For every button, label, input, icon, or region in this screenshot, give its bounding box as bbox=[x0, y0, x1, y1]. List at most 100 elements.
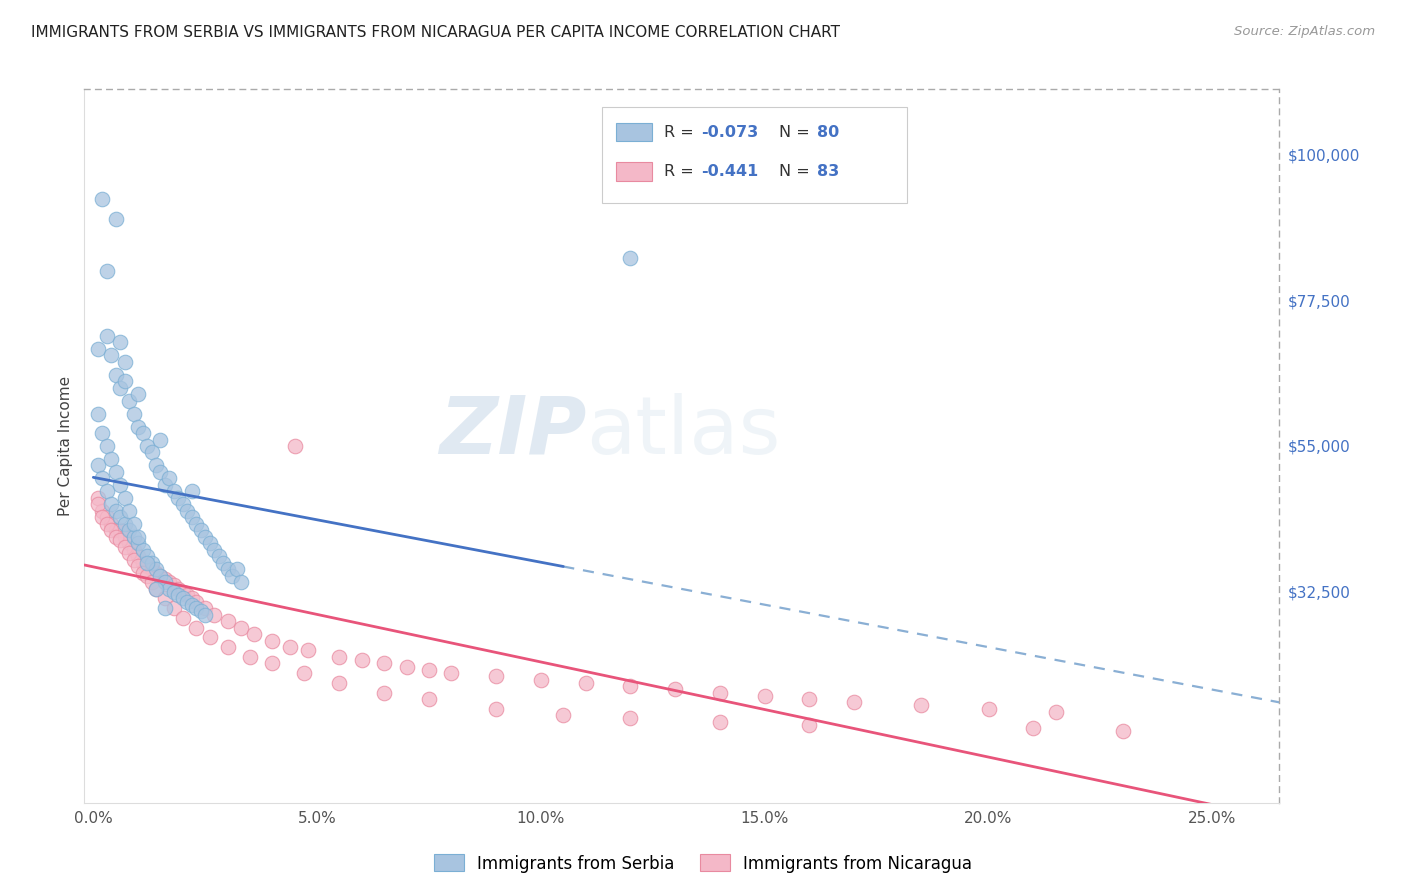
Point bbox=[172, 497, 194, 511]
Point bbox=[104, 504, 127, 518]
Point bbox=[122, 552, 145, 566]
Point bbox=[198, 631, 221, 645]
Text: N =: N = bbox=[779, 164, 814, 178]
Point bbox=[131, 556, 153, 570]
Point bbox=[799, 718, 821, 732]
Point bbox=[373, 657, 395, 671]
Point bbox=[225, 562, 247, 576]
Point bbox=[108, 524, 131, 538]
Point bbox=[530, 673, 553, 687]
Point bbox=[176, 504, 198, 518]
Point bbox=[194, 607, 217, 622]
Point bbox=[373, 685, 395, 699]
Point bbox=[118, 504, 141, 518]
Point bbox=[395, 659, 418, 673]
Point bbox=[229, 575, 252, 590]
Point bbox=[619, 679, 641, 693]
Point bbox=[96, 516, 118, 531]
Point bbox=[180, 598, 202, 612]
Point bbox=[114, 530, 136, 544]
Point bbox=[104, 465, 127, 479]
Point bbox=[114, 491, 136, 505]
Point bbox=[131, 542, 153, 557]
Point bbox=[91, 510, 114, 524]
Point bbox=[190, 524, 212, 538]
Point bbox=[136, 549, 159, 564]
Point bbox=[180, 484, 202, 499]
Point bbox=[96, 264, 118, 278]
Point bbox=[575, 675, 598, 690]
Point bbox=[131, 425, 153, 440]
Point bbox=[108, 381, 131, 395]
Point bbox=[153, 478, 176, 492]
Point bbox=[87, 458, 110, 473]
Point bbox=[239, 649, 262, 664]
Point bbox=[118, 546, 141, 560]
Point bbox=[149, 465, 172, 479]
Point bbox=[278, 640, 301, 654]
Legend: Immigrants from Serbia, Immigrants from Nicaragua: Immigrants from Serbia, Immigrants from … bbox=[427, 847, 979, 880]
Point bbox=[1045, 705, 1067, 719]
Point bbox=[145, 582, 167, 596]
Point bbox=[440, 666, 463, 681]
Point bbox=[217, 640, 239, 654]
Point bbox=[122, 407, 145, 421]
Point bbox=[153, 575, 176, 590]
Point bbox=[96, 439, 118, 453]
Point bbox=[104, 368, 127, 382]
Point bbox=[262, 657, 284, 671]
Point bbox=[149, 568, 172, 582]
Point bbox=[136, 568, 159, 582]
Point bbox=[619, 251, 641, 265]
Point bbox=[114, 540, 136, 554]
Point bbox=[709, 685, 731, 699]
Point bbox=[127, 559, 149, 574]
Point bbox=[186, 516, 208, 531]
FancyBboxPatch shape bbox=[616, 123, 652, 141]
Point bbox=[157, 582, 180, 596]
Point bbox=[122, 516, 145, 531]
Point bbox=[553, 708, 575, 723]
Text: atlas: atlas bbox=[586, 392, 780, 471]
Point bbox=[217, 562, 239, 576]
Point bbox=[100, 516, 122, 531]
Point bbox=[172, 585, 194, 599]
Point bbox=[243, 627, 266, 641]
Point bbox=[100, 348, 122, 362]
Point bbox=[284, 439, 307, 453]
Point bbox=[136, 556, 159, 570]
Point bbox=[108, 335, 131, 350]
Text: Source: ZipAtlas.com: Source: ZipAtlas.com bbox=[1234, 25, 1375, 38]
Point bbox=[176, 595, 198, 609]
Point bbox=[87, 491, 110, 505]
Point bbox=[328, 675, 350, 690]
Point bbox=[91, 425, 114, 440]
Point bbox=[754, 689, 776, 703]
Point bbox=[229, 621, 252, 635]
Point bbox=[114, 354, 136, 368]
Point bbox=[145, 562, 167, 576]
Point bbox=[145, 458, 167, 473]
Y-axis label: Per Capita Income: Per Capita Income bbox=[58, 376, 73, 516]
Point bbox=[153, 591, 176, 606]
Point bbox=[176, 588, 198, 602]
Point bbox=[180, 591, 202, 606]
Point bbox=[153, 572, 176, 586]
Point bbox=[292, 666, 315, 681]
Point bbox=[118, 393, 141, 408]
Point bbox=[87, 407, 110, 421]
Point bbox=[127, 536, 149, 550]
Point bbox=[1022, 721, 1045, 735]
Text: -0.441: -0.441 bbox=[702, 164, 758, 178]
FancyBboxPatch shape bbox=[616, 162, 652, 180]
Point bbox=[96, 328, 118, 343]
Point bbox=[100, 497, 122, 511]
FancyBboxPatch shape bbox=[602, 107, 907, 203]
Point bbox=[145, 566, 167, 580]
Point bbox=[163, 585, 186, 599]
Point bbox=[202, 607, 225, 622]
Point bbox=[136, 439, 159, 453]
Point bbox=[208, 549, 231, 564]
Point bbox=[108, 478, 131, 492]
Point bbox=[122, 542, 145, 557]
